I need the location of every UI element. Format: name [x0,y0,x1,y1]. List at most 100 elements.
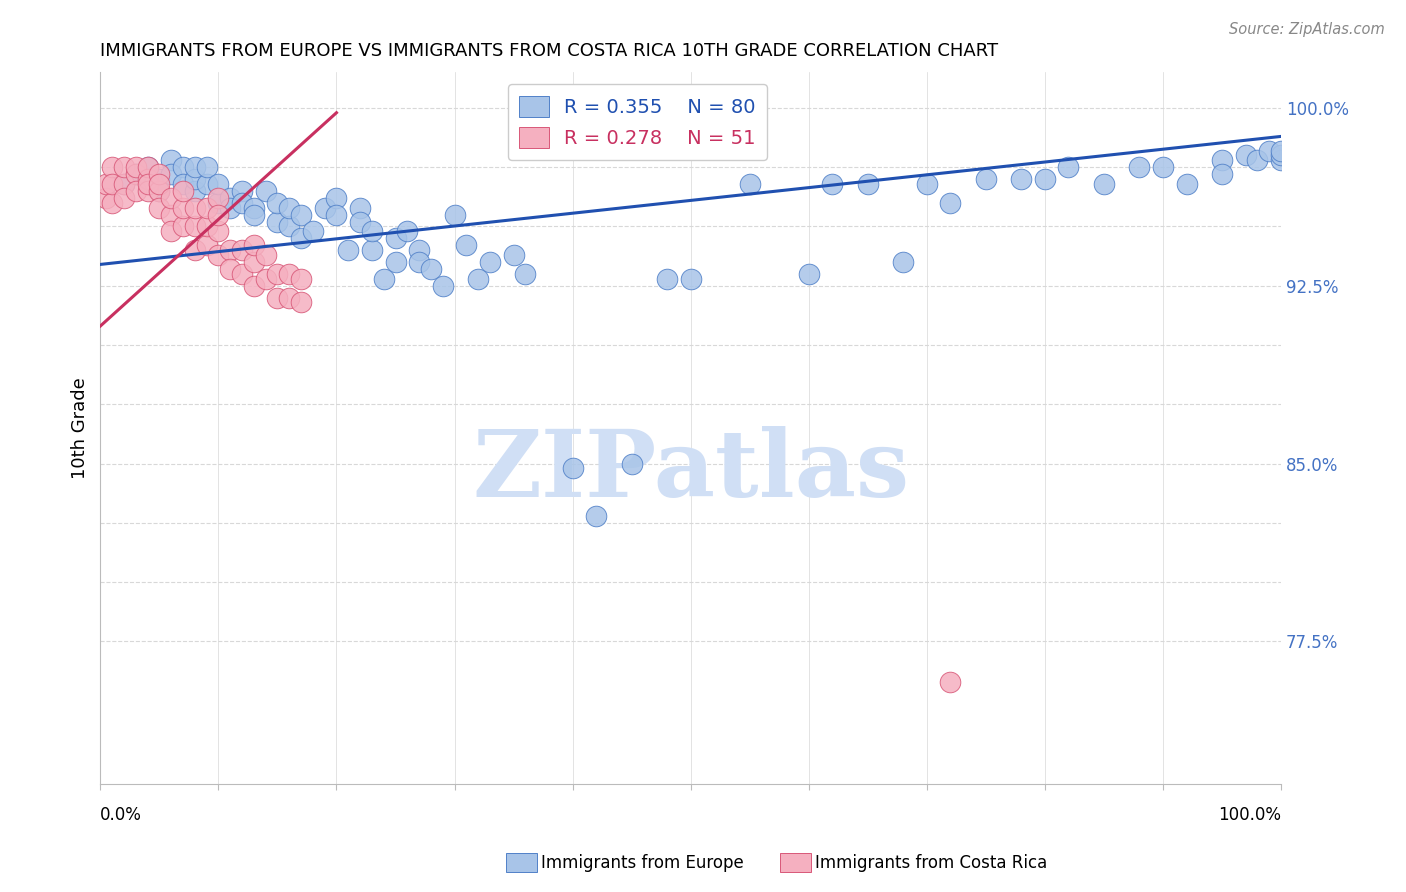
Point [136,160,159,174]
Point [136,172,159,186]
Point [620,457,643,471]
Point [195,160,218,174]
Point [219,191,242,205]
Point [101,195,124,210]
Point [974,172,997,186]
Point [207,191,229,205]
Point [207,248,229,262]
Point [456,238,478,252]
Point [160,191,183,205]
Point [561,461,583,475]
Point [195,201,218,215]
Point [278,201,301,215]
Point [112,191,135,205]
Point [396,224,419,238]
Point [184,160,207,174]
Point [502,248,524,262]
Point [290,295,312,310]
Point [1270,148,1292,162]
Point [408,255,430,269]
Point [797,267,820,281]
Point [172,184,194,198]
Point [1246,153,1268,168]
Point [195,238,218,252]
Point [125,167,148,181]
Point [515,267,537,281]
Point [1258,144,1281,158]
Point [231,195,253,210]
Point [939,674,962,689]
Point [1033,172,1056,186]
Point [290,231,312,245]
Text: 0.0%: 0.0% [100,806,142,824]
Point [314,201,336,215]
Point [290,208,312,222]
Point [254,271,277,285]
Text: IMMIGRANTS FROM EUROPE VS IMMIGRANTS FROM COSTA RICA 10TH GRADE CORRELATION CHAR: IMMIGRANTS FROM EUROPE VS IMMIGRANTS FRO… [100,42,998,60]
Point [184,201,207,215]
Point [679,271,702,285]
Point [443,208,465,222]
Point [96,191,118,205]
Point [1128,160,1150,174]
Point [891,255,914,269]
Point [231,267,253,281]
Y-axis label: 10th Grade: 10th Grade [72,377,89,479]
Point [384,231,406,245]
Point [266,291,288,305]
Point [172,177,194,191]
Point [408,243,430,257]
Point [384,255,406,269]
Point [96,177,118,191]
Point [419,262,441,277]
Point [243,201,266,215]
Point [738,177,761,191]
Point [172,201,194,215]
Point [1211,167,1233,181]
Point [184,184,207,198]
Point [1057,160,1080,174]
Point [184,243,207,257]
Point [821,177,844,191]
Point [148,184,170,198]
Point [231,243,253,257]
Point [207,224,229,238]
Point [195,219,218,234]
Point [478,255,501,269]
Point [585,508,607,523]
Point [195,177,218,191]
Point [136,160,159,174]
Point [254,184,277,198]
Point [266,215,288,229]
Point [856,177,879,191]
Point [361,224,384,238]
Point [148,167,170,181]
Point [290,271,312,285]
Point [1092,177,1115,191]
Point [243,278,266,293]
Point [243,255,266,269]
Point [207,177,229,191]
Point [1270,144,1292,158]
Point [432,278,454,293]
Point [349,201,371,215]
Point [207,195,229,210]
Point [125,184,148,198]
Point [148,172,170,186]
Point [125,160,148,174]
Point [302,224,325,238]
Text: 100.0%: 100.0% [1218,806,1281,824]
Point [125,167,148,181]
Point [160,224,183,238]
Point [266,195,288,210]
Point [1234,148,1257,162]
Point [112,177,135,191]
Point [915,177,938,191]
Point [939,195,962,210]
Point [1175,177,1198,191]
Point [148,177,170,191]
Point [219,243,242,257]
Point [219,262,242,277]
Point [184,172,207,186]
Point [136,177,159,191]
